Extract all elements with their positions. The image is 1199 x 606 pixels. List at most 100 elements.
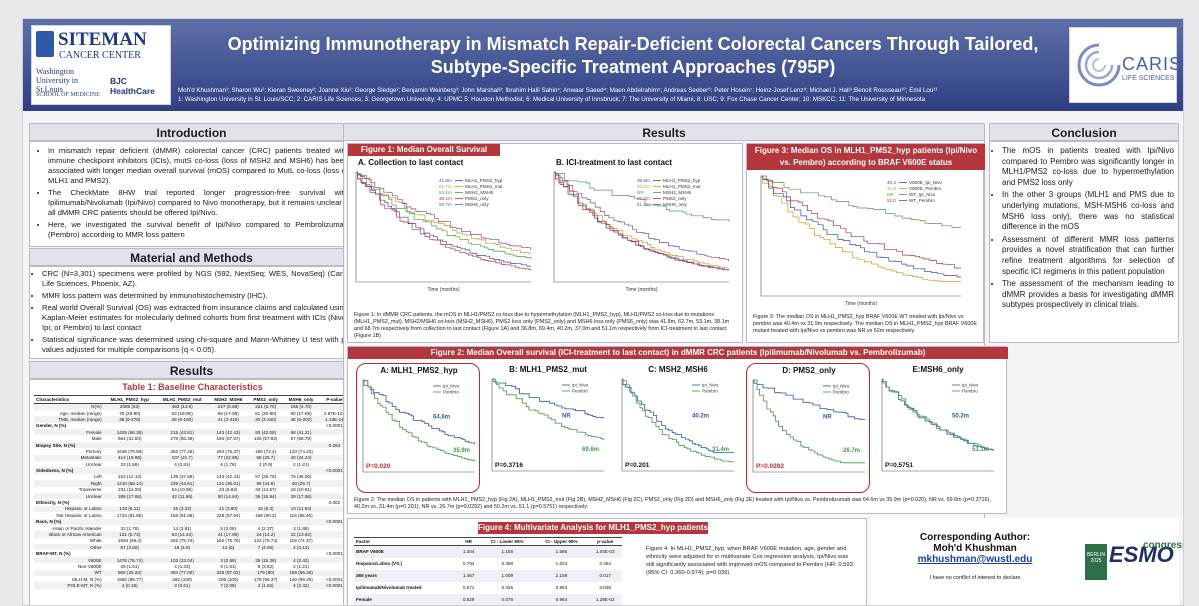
mv-header-cell: Factor [354,537,458,546]
bjc-logo: BJC HealthCare [110,76,155,96]
table-cell: 158 (90.3) [255,512,277,518]
table-row: V600E 1476 (76.74) 103 (23.04) 3 (0.89) 35 (… [34,556,350,564]
table-cell: 264 (75.37) [216,448,240,454]
figure2-subplot-title: C: MSH2_MSH6 [648,365,708,374]
author-list: Moh'd Khushman¹; Sharon Wu²; Kieran Swee… [178,87,938,94]
table-cell: 2.97E-101 [323,410,345,416]
table-cell: 29 (17.58) [283,492,319,500]
methods-item: MMR loss pattern was determined by immun… [42,291,348,301]
median-label: NR [887,192,894,197]
table-cell: 4 (2.42) [283,582,319,589]
mv-cell: Hispanic/Latino (VS.) [356,561,402,566]
baseline-table: Characteristics MLH1_PMS2_hyp MLH1_PMS2_mu… [34,395,350,589]
multivariate-table: Factor HR CI - Lower 95% CI - Upper 95% p-va… [354,537,622,605]
table-cell: 143 (42.43) [208,429,249,436]
median-label: 31.9 [887,186,896,191]
table-cell: 4 (0.19) [103,582,156,589]
table-cell [208,467,249,474]
median-ipi-label: 40.2m [692,414,709,420]
mv-cell: Female [354,593,458,605]
table-cell: 121 (35.91) [208,480,249,487]
mv-cell: 1.623 [555,561,568,566]
table-cell: Non-V600E [77,563,102,569]
table-cell: 68 (41.21) [283,429,319,436]
table-cell: 4 (2.42) [283,556,319,564]
table-cell: 18 (4.9) [155,544,209,551]
table-row: Transverse 231 (11.08) 54 (10.95) 23 (6.82)… [34,487,350,493]
median-label: 36.8m [637,178,650,183]
table-cell: 21 (3.80) [208,505,249,513]
table-row: Black or African American 131 (5.73) 53 (1… [34,531,350,538]
table-cell: 239 (43.61) [155,480,209,487]
table-cell: 3 (0.89) [208,556,249,564]
table-cell: 568 (25.22) [103,569,156,577]
contact-email[interactable]: mkhushman@wustl.edu [917,554,1033,565]
median-pembro-label: 35.9m [453,448,470,454]
results-mid-title: Results [343,123,985,141]
legend-label: Pembro [572,389,588,394]
table-cell: 40 (25.7) [283,480,319,487]
table-cell: 4 (2.37) [257,525,274,531]
figure3-title: Figure 3: Median OS in MLH1_PMS2_hyp pat… [747,144,985,170]
table-cell: 4 (1.82) [248,582,284,589]
table-cell: 1638 (78.86) [116,448,143,454]
table-cell: 3 (0.61) [155,582,209,589]
table-cell: 664 (31.84) [117,436,142,442]
esmo-wordmark: ESMO [1109,542,1174,567]
figure1-title: Figure 1: Median Overall Survival [348,144,500,156]
km-curve-ipi-nivo [753,379,865,420]
figure1a-title: A. Collection to last contact [358,158,464,167]
table-row: WT 568 (25.22) 394 (77.00) 328 (97.02) 175 (… [34,569,350,577]
conclusion-section: The mOS in patients treated with Ipi/Niv… [989,141,1179,343]
median-label: 53.1m [439,190,452,195]
table-cell: Gender, N (%) [36,423,67,429]
table-cell: 33 (14.57) [255,487,277,493]
x-axis-label: Time (months) [625,287,657,293]
baseline-table-section: Table 1: Baseline Characteristics Charac… [29,379,354,605]
median-ipi-label: 64.6m [433,415,450,421]
table-cell: 107 (21.7) [155,454,209,462]
table-cell: 119 (74.37) [289,538,313,544]
table-cell: 25 (1.61) [120,563,139,569]
table-cell: 36 (15.84) [248,492,284,500]
table-header-cell: Characteristics [34,395,104,404]
esmo-logo: BERLIN 2025 ESMO congress [1085,538,1183,592]
figure2-subplot: D: PMS2_only NR 26.7m Ipi_Nivo Pembro P=0.029… [746,363,870,493]
legend-label: MLH1_PMS2_mut [465,184,503,189]
mv-cell: 0.678 [480,593,535,605]
p-value-label: P=0.3716 [495,462,523,469]
table-cell: 76 (46.06) [290,474,312,480]
table-cell: WT [34,569,104,577]
km-curve [356,171,531,267]
methods-item: Real world Overall Survival (OS) was ext… [42,303,348,333]
methods-section: CRC (N=3,301) specimens were profiled by… [29,266,354,359]
median-label: 68.7m [439,202,452,207]
table-cell: Unclear [85,461,102,467]
table-cell: <0.0001 [318,582,350,589]
table-cell [318,544,350,551]
table-row: Asian or Pacific Islander 33 (1.78) 14 (3.… [34,525,350,531]
table-row: Gender, N (%) <0.0001 [34,423,350,429]
legend-label: MSH2_MSH6 [663,190,692,195]
median-pembro-label: 26.7m [843,448,860,454]
table-row: Not Hispanic or Latino 1734 (91.85) 155 (9… [34,512,350,518]
table-cell: 75 (25-90) [119,410,141,416]
table-cell: 231 (11.08) [118,487,142,493]
median-ipi-label: 50.2m [952,414,969,420]
median-ipi-label: NR [562,414,571,420]
table-cell: White [89,538,102,544]
table-cell: 1.18E-14 [318,416,350,423]
mv-cell: 2.159 [534,569,589,582]
figure2-subplot: B: MLH1_PMS2_mut NR 69.6m Ipi_Nivo Pembro P=0… [486,363,610,493]
washu-name: Washington University in St.Louis [36,67,78,94]
table-cell [248,518,284,525]
table-row: Race, N (%) <0.0001 [34,518,350,525]
mv-cell: 0.494 [599,561,611,566]
table-cell: 168 (72.4) [255,448,277,454]
legend-label: Ipi_Nivo [572,383,589,388]
table-cell: 1425 (68.35) [103,429,156,436]
km-curve [554,171,729,271]
